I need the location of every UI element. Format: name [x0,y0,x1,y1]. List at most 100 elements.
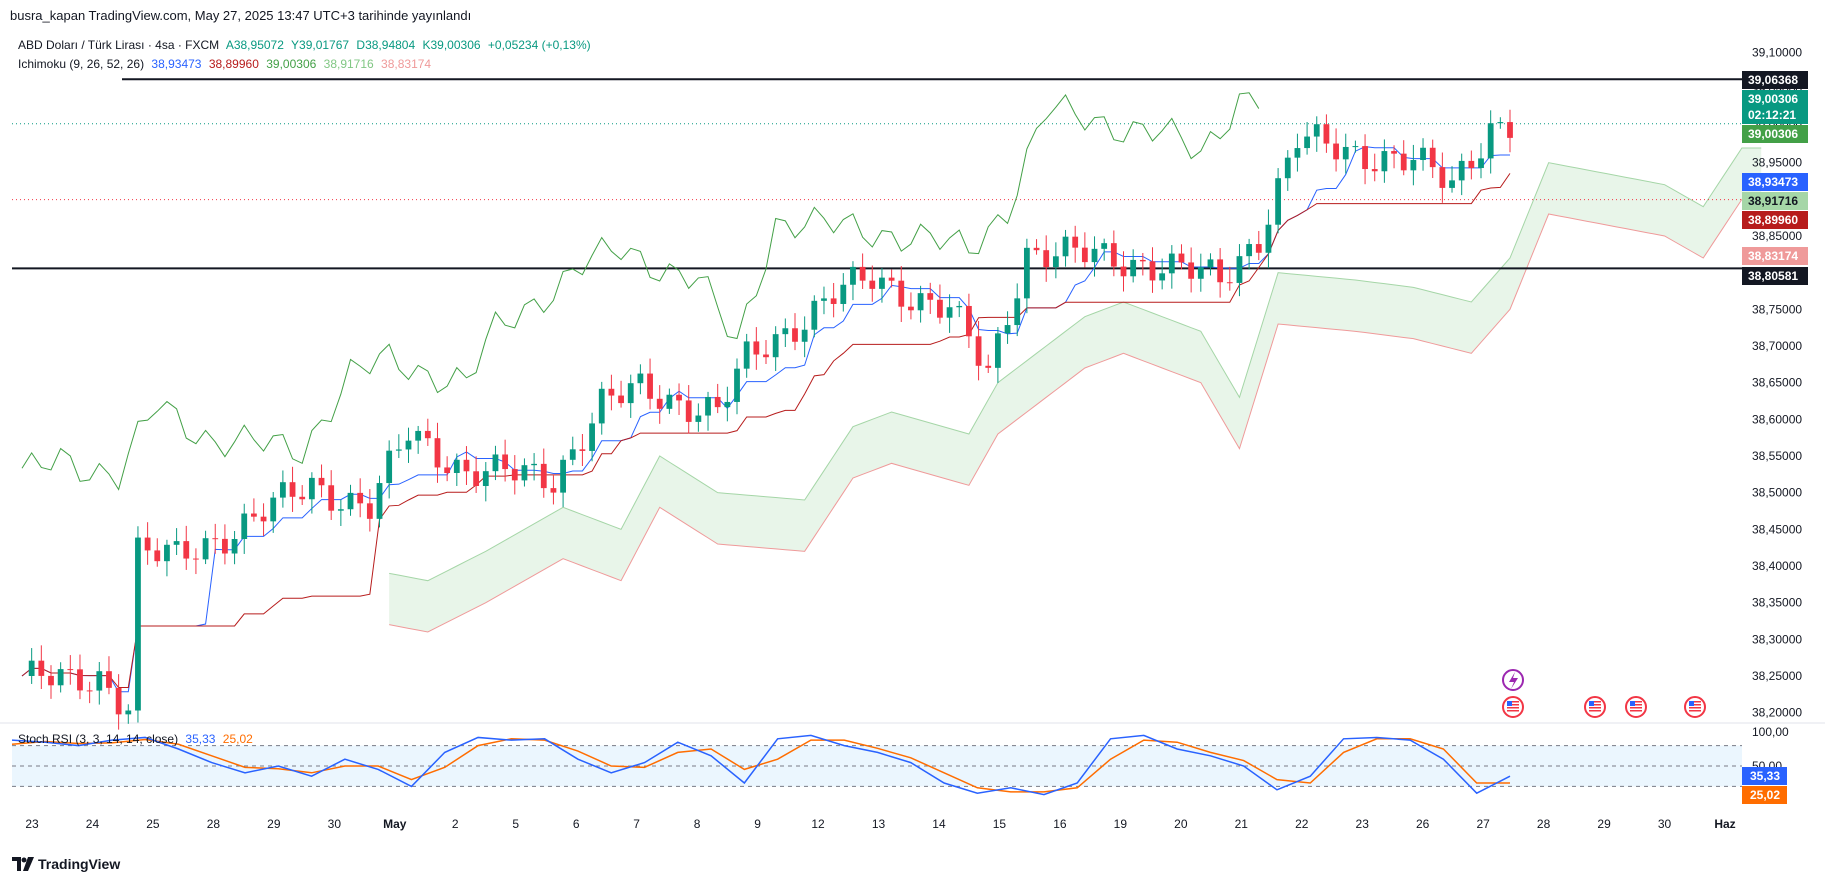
x-tick-label: 15 [993,817,1007,831]
candle-body [1420,147,1426,161]
candle-body [579,449,586,451]
x-tick-label: 6 [573,817,580,831]
candle-body [1159,273,1166,281]
us-flag-event-icon[interactable] [1684,696,1706,718]
candle [1487,110,1494,174]
candle [627,374,634,418]
candle-body [1468,160,1475,169]
us-flag-event-icon[interactable] [1584,696,1606,718]
candle [357,478,364,518]
stoch-value-tag-bg [1742,767,1787,785]
flag-stripe [1630,701,1642,703]
candle [1091,236,1098,277]
symbol-name[interactable]: ABD Doları / Türk Lirası · 4sa · FXCM [18,38,220,52]
candle [685,385,692,434]
candle [1429,139,1436,179]
candle [695,403,702,432]
y-tick-label: 38,30000 [1752,632,1802,646]
candle [28,648,35,684]
candle [850,261,856,301]
candle-body [1246,244,1253,257]
price-tag-label: 38,91716 [1748,194,1798,208]
candle [106,656,112,695]
candle [1072,225,1079,263]
candle [569,436,576,466]
x-tick-label: 30 [328,817,342,831]
price-axis: 38,20000 38,25000 38,30000 38,35000 38,40000… [1752,46,1802,720]
publish-info: busra_kapan TradingView.com, May 27, 202… [10,8,472,23]
y-tick-label: 39,10000 [1752,46,1802,60]
us-flag-event-icon[interactable] [1502,696,1524,718]
candle [1207,253,1214,276]
candle [560,455,566,508]
candle-body [975,336,982,366]
tradingview-logo[interactable]: TradingView [12,856,120,872]
flag-stripe [1589,701,1601,703]
stoch-axis-label: 100,00 [1752,725,1789,739]
candle-body [801,329,808,342]
candle-body [1178,253,1185,263]
y-tick-label: 38,60000 [1752,412,1802,426]
candle [250,498,257,522]
candle [1284,150,1291,191]
candle [366,489,373,532]
event-icons [1502,669,1706,718]
candle-body [521,465,528,481]
tradingview-logo-icon [12,857,34,871]
candle-body [908,306,914,311]
price-tag-bg [1742,125,1808,143]
candle [656,385,663,424]
candle-body [676,394,682,401]
high-value: Y39,01767 [291,38,350,52]
candle [1439,152,1446,203]
us-flag-event-icon[interactable] [1625,696,1647,718]
candle [966,293,972,348]
x-tick-label: 24 [86,817,100,831]
price-tag-label: 39,00306 [1748,92,1798,106]
candle [1391,145,1397,169]
candle-body [1062,236,1069,257]
candle [1275,168,1282,234]
candle-body [1439,167,1446,188]
candle [792,313,798,351]
x-tick-label: 28 [207,817,221,831]
flag-canton [1589,701,1594,706]
candle-body [1381,151,1388,172]
candle-body [714,396,721,408]
candle-body [830,298,837,304]
x-tick-label: 29 [267,817,281,831]
ichimoku-label[interactable]: Ichimoku (9, 26, 52, 26) [18,57,145,71]
y-tick-label: 38,55000 [1752,449,1802,463]
candle [821,286,827,315]
candle [927,282,934,314]
candle [540,448,547,498]
ichimoku-conversion-value: 38,93473 [151,57,202,71]
candle [1188,247,1195,293]
candle-body [734,368,740,402]
candle-body [337,509,344,511]
ichimoku-cloud [389,147,1762,633]
x-tick-label: 22 [1295,817,1309,831]
lightning-event-icon[interactable] [1502,669,1524,691]
price-tag-bg [1742,211,1808,229]
stoch-value-tag-label: 35,33 [1750,769,1780,783]
stoch-value-tag: 25,02 [1742,786,1787,804]
candle-body [1255,244,1262,253]
candle [1217,248,1224,298]
candle [57,662,64,693]
candle [1507,109,1513,153]
candle-body [888,277,895,281]
candle [1168,245,1175,289]
flag-stripe [1507,710,1519,712]
candle-body [1362,146,1368,170]
candle [473,456,480,493]
candle [1197,253,1204,292]
candle [1101,238,1108,261]
stoch-label[interactable]: Stoch RSI (3, 3, 14, 14, close) [18,732,179,746]
y-tick-label: 38,95000 [1752,156,1802,170]
candle [879,267,885,303]
x-tick-label: 12 [811,817,825,831]
candle-body [77,669,83,691]
candle-body [289,482,296,497]
